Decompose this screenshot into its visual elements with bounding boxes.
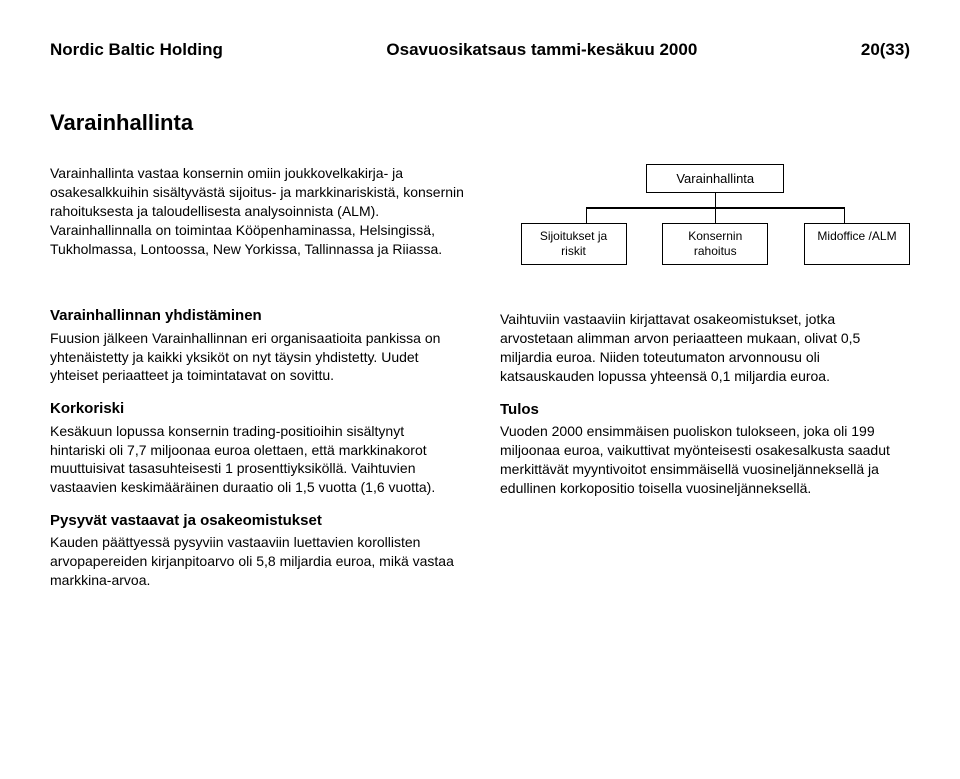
page-header: Nordic Baltic Holding Osavuosikatsaus ta… xyxy=(50,40,910,60)
orgchart-hbar xyxy=(586,207,846,209)
body-columns: Varainhallinnan yhdistäminen Fuusion jäl… xyxy=(50,292,910,600)
orgchart-bottom-row: Sijoitukset jariskit Konserninrahoitus M… xyxy=(521,223,911,265)
top-section: Varainhallinta vastaa konsernin omiin jo… xyxy=(50,164,910,268)
section-body: Vaihtuviin vastaaviin kirjattavat osakeo… xyxy=(500,310,910,386)
left-column: Varainhallinnan yhdistäminen Fuusion jäl… xyxy=(50,292,460,600)
section-heading: Tulos xyxy=(500,400,910,420)
orgchart-drop xyxy=(844,209,846,223)
intro-paragraph: Varainhallinta vastaa konsernin omiin jo… xyxy=(50,164,481,258)
section-body: Kauden päättyessä pysyviin vastaaviin lu… xyxy=(50,533,460,590)
orgchart-child-box: Midoffice /ALM xyxy=(804,223,910,265)
header-left: Nordic Baltic Holding xyxy=(50,40,223,60)
orgchart-hbar-wrap xyxy=(586,207,846,209)
orgchart-child-box: Sijoitukset jariskit xyxy=(521,223,627,265)
orgchart-top-box: Varainhallinta xyxy=(646,164,784,193)
section-body: Fuusion jälkeen Varainhallinnan eri orga… xyxy=(50,329,460,386)
orgchart-drop xyxy=(715,209,717,223)
right-column: Vaihtuviin vastaaviin kirjattavat osakeo… xyxy=(500,292,910,600)
orgchart: Varainhallinta Sijoitukset jariskit Kons… xyxy=(521,164,911,265)
section-heading: Varainhallinnan yhdistäminen xyxy=(50,306,460,326)
header-center: Osavuosikatsaus tammi-kesäkuu 2000 xyxy=(386,40,697,60)
section-body: Vuoden 2000 ensimmäisen puoliskon tuloks… xyxy=(500,422,910,498)
orgchart-top-row: Varainhallinta xyxy=(521,164,911,193)
orgchart-child-box: Konserninrahoitus xyxy=(662,223,768,265)
orgchart-drops xyxy=(586,209,846,223)
section-body: Kesäkuun lopussa konsernin trading-posit… xyxy=(50,422,460,498)
page-title: Varainhallinta xyxy=(50,110,910,136)
orgchart-connector-vertical xyxy=(715,193,717,207)
orgchart-drop xyxy=(586,209,588,223)
intro-text: Varainhallinta vastaa konsernin omiin jo… xyxy=(50,164,481,268)
section-heading: Korkoriski xyxy=(50,399,460,419)
orgchart-container: Varainhallinta Sijoitukset jariskit Kons… xyxy=(521,164,911,268)
spacer xyxy=(500,292,910,310)
header-right: 20(33) xyxy=(861,40,910,60)
section-heading: Pysyvät vastaavat ja osakeomistukset xyxy=(50,511,460,531)
